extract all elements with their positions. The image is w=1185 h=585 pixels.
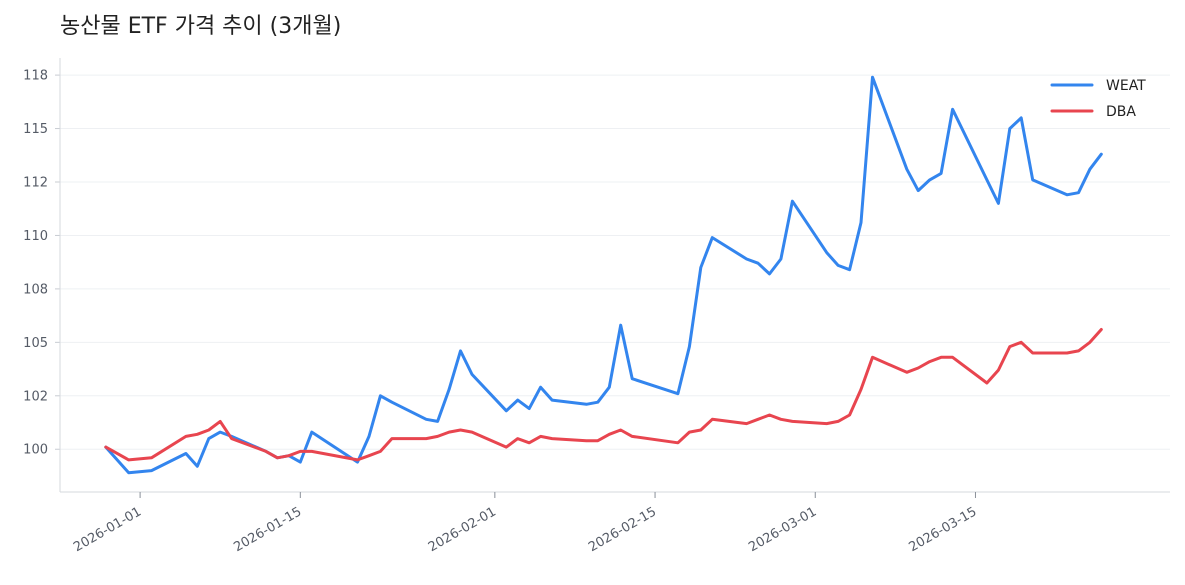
x-tick-label: 2026-03-15 [907, 504, 980, 555]
series-line-dba [104, 328, 1103, 462]
x-tick-label: 2026-02-15 [586, 504, 659, 555]
series-layer [104, 75, 1103, 475]
y-tick-label: 112 [23, 176, 48, 191]
legend-label-dba: DBA [1106, 104, 1136, 120]
x-tick-label: 2026-01-15 [231, 504, 304, 555]
x-tick-label: 2026-01-01 [71, 504, 144, 555]
y-tick-label: 102 [23, 389, 48, 404]
legend-label-weat: WEAT [1106, 78, 1146, 94]
series-line-weat [104, 75, 1103, 475]
axis-layer: 100 102 105 108 110 112 115 118 2026-01-01 2026-0… [23, 58, 1170, 555]
x-tick-label: 2026-02-01 [426, 504, 499, 555]
y-tick-label: 118 [23, 69, 48, 84]
grid-layer [60, 74, 1170, 450]
y-tick-label: 105 [23, 336, 48, 351]
y-tick-label: 110 [23, 229, 48, 244]
legend: WEAT DBA [1050, 78, 1146, 120]
y-tick-label: 115 [23, 122, 48, 137]
x-tick-label: 2026-03-01 [746, 504, 819, 555]
y-tick-label: 108 [23, 282, 48, 297]
chart-title: 농산물 ETF 가격 추이 (3개월) [60, 14, 341, 39]
y-tick-label: 100 [23, 443, 48, 458]
